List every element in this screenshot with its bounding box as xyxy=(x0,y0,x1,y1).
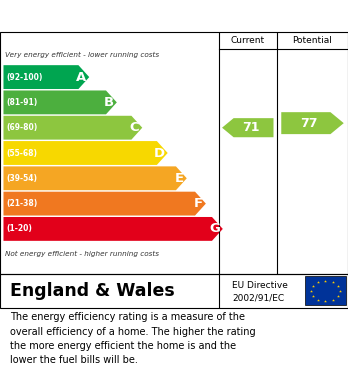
Text: England & Wales: England & Wales xyxy=(10,282,175,300)
Text: F: F xyxy=(194,197,203,210)
Polygon shape xyxy=(281,112,344,134)
Text: Potential: Potential xyxy=(293,36,332,45)
Text: Energy Efficiency Rating: Energy Efficiency Rating xyxy=(14,9,235,23)
Text: Current: Current xyxy=(231,36,265,45)
Polygon shape xyxy=(3,90,117,114)
Text: C: C xyxy=(130,121,140,134)
Polygon shape xyxy=(3,116,142,140)
Text: Not energy efficient - higher running costs: Not energy efficient - higher running co… xyxy=(5,251,159,257)
Text: (39-54): (39-54) xyxy=(6,174,37,183)
Polygon shape xyxy=(3,167,187,190)
Text: EU Directive: EU Directive xyxy=(232,281,288,290)
Text: 77: 77 xyxy=(300,117,318,130)
Text: (69-80): (69-80) xyxy=(6,123,38,132)
Text: The energy efficiency rating is a measure of the
overall efficiency of a home. T: The energy efficiency rating is a measur… xyxy=(10,312,256,366)
Polygon shape xyxy=(222,118,274,137)
Text: E: E xyxy=(175,172,184,185)
Text: D: D xyxy=(154,147,165,160)
Text: (21-38): (21-38) xyxy=(6,199,38,208)
Text: (1-20): (1-20) xyxy=(6,224,32,233)
Text: G: G xyxy=(209,222,220,235)
Polygon shape xyxy=(3,217,223,241)
Text: (55-68): (55-68) xyxy=(6,149,37,158)
Text: 2002/91/EC: 2002/91/EC xyxy=(232,293,285,302)
Polygon shape xyxy=(3,141,168,165)
Text: (92-100): (92-100) xyxy=(6,73,43,82)
Bar xyxy=(304,276,346,305)
Polygon shape xyxy=(3,65,89,89)
Text: (81-91): (81-91) xyxy=(6,98,38,107)
Polygon shape xyxy=(3,192,206,215)
Text: 71: 71 xyxy=(243,121,260,134)
Text: B: B xyxy=(104,96,114,109)
Text: Very energy efficient - lower running costs: Very energy efficient - lower running co… xyxy=(5,51,159,57)
Text: A: A xyxy=(76,71,86,84)
